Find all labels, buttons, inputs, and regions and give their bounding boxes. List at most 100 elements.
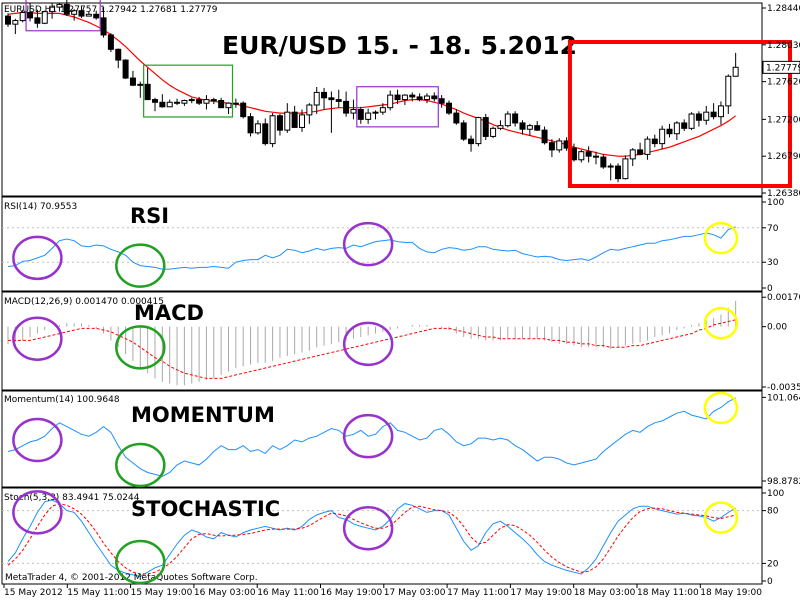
bear-candle-body (196, 99, 203, 104)
bear-candle-body (335, 99, 342, 102)
bear-candle-body (276, 115, 283, 131)
candle (63, 0, 70, 17)
candle (218, 97, 225, 109)
candle (416, 93, 423, 102)
price-highlight-box-red (567, 40, 793, 188)
rsi-line (7, 226, 736, 270)
pane-frame (1, 390, 763, 488)
candle (93, 10, 100, 20)
bull-candle-body (578, 151, 585, 161)
candle (107, 33, 114, 53)
candle (460, 120, 467, 141)
stochastic-label: STOCHASTIC (131, 497, 280, 521)
momentum-tick-label: 101.0641 (767, 393, 800, 403)
bear-candle-body (409, 94, 416, 98)
bull-candle-body (56, 3, 63, 8)
candle (174, 98, 181, 105)
bear-candle-body (78, 10, 85, 17)
purple-circle (342, 221, 394, 267)
candle (56, 3, 63, 12)
candle (438, 95, 445, 108)
yellow-circle (703, 306, 739, 340)
candle (254, 120, 261, 135)
bear-candle-body (291, 111, 298, 128)
price-tick-label: 1.26380 (767, 189, 800, 199)
bull-candle-body (732, 66, 739, 77)
candle (357, 106, 364, 124)
bull-candle-body (166, 101, 173, 108)
bull-candle-body (49, 6, 56, 13)
candle (710, 103, 717, 120)
bull-candle-body (379, 107, 386, 113)
bull-candle-body (607, 165, 614, 168)
yellow-circle (703, 221, 739, 255)
bull-candle-body (401, 94, 408, 101)
rsi-tick-label: 100 (767, 198, 784, 208)
candle (504, 111, 511, 128)
bull-candle-body (19, 11, 26, 22)
bull-candle-body (644, 138, 651, 155)
momentum-line (7, 397, 736, 477)
macd-label: MACD (134, 301, 204, 325)
pane-frame (1, 291, 763, 391)
yellow-circle (703, 391, 739, 425)
bull-candle-body (12, 20, 19, 25)
bull-candle-body (490, 127, 497, 137)
price-tick-label: 1.27620 (767, 78, 800, 88)
bear-candle-body (159, 101, 166, 108)
bull-candle-body (703, 111, 710, 121)
candle (343, 91, 350, 117)
candle (453, 109, 460, 125)
candle (482, 113, 489, 141)
candle (85, 11, 92, 17)
candle (225, 102, 232, 114)
bull-candle-body (475, 117, 482, 145)
bear-candle-body (107, 34, 114, 50)
candle (196, 96, 203, 105)
candle (401, 94, 408, 105)
bear-candle-body (446, 102, 452, 114)
rsi-tick-label: 70 (767, 224, 779, 234)
bear-candle-body (585, 151, 592, 157)
macd-signal-line (8, 319, 736, 379)
bear-candle-body (637, 149, 644, 155)
candle (328, 91, 335, 133)
bear-candle-body (468, 138, 475, 145)
price-tick-label: 1.28440 (767, 4, 800, 14)
momentum-label: MOMENTUM (131, 403, 275, 427)
candle (203, 95, 210, 110)
current-price-label: 1.27779 (766, 63, 800, 73)
rsi-label: RSI (130, 204, 169, 228)
candle (269, 113, 276, 148)
price-highlight-box-purple (356, 86, 439, 128)
candle (122, 59, 129, 79)
purple-circle (12, 490, 63, 535)
candle (5, 13, 11, 27)
candle (181, 99, 188, 106)
bear-candle-body (438, 98, 445, 104)
moving-average-layer (7, 11, 737, 157)
green-circle (115, 539, 166, 585)
pane-frame (1, 487, 763, 585)
purple-circle (12, 235, 63, 281)
price-tick-label: 1.28030 (767, 41, 800, 51)
bear-candle-body (666, 128, 673, 135)
purple-circle (12, 316, 63, 361)
bull-candle-body (181, 100, 188, 104)
bear-candle-body (27, 11, 34, 19)
price-highlight-box-purple (25, 0, 101, 32)
bear-candle-body (570, 147, 577, 161)
bull-candle-body (629, 149, 636, 160)
price-pane-header: EURUSD,H1 1.27757 1.27942 1.27681 1.2777… (4, 5, 218, 15)
time-tick-label: 17 May 03:00 (384, 588, 446, 598)
bear-candle-body (328, 97, 335, 101)
bear-candle-body (152, 99, 158, 103)
bear-candle-body (129, 77, 136, 86)
candle (548, 139, 555, 158)
time-tick-label: 18 May 03:00 (574, 588, 636, 598)
bear-candle-body (343, 100, 350, 114)
bear-candle-body (710, 111, 717, 118)
candle (12, 18, 19, 35)
bull-candle-body (137, 83, 144, 86)
